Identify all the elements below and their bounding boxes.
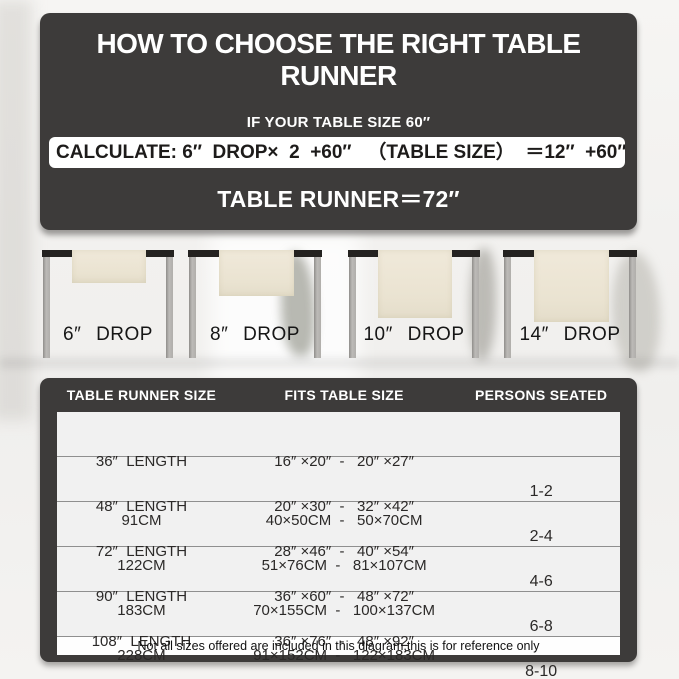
column-header-persons: PERSONS SEATED <box>475 387 608 403</box>
fits-size-cell: 16″ ×20″ - 20″ ×27″ 40×50CM - 50×70CM <box>265 452 423 529</box>
runner-size-cell: 72″ LENGTH 183CM <box>95 542 188 619</box>
calculation-formula: CALCULATE: 6″ DROP× 2 +60″ （TABLE SIZE） … <box>49 137 625 168</box>
table-figure-14in: 14″ DROP <box>503 250 637 362</box>
drop-label: 10″ DROP <box>363 324 465 345</box>
table-leg <box>166 257 173 358</box>
drop-diagram: 6″ DROP 8″ DROP 10″ DROP 14″ DROP <box>0 250 679 362</box>
table-leg <box>629 257 636 358</box>
size-table-body: 36″ LENGTH 91CM 16″ ×20″ - 20″ ×27″ 40×5… <box>57 412 620 679</box>
fits-size-cell: 28″ ×46″ - 40″ ×54″ 70×155CM - 100×137CM <box>253 542 435 619</box>
calculation-result: TABLE RUNNER＝72″ <box>217 186 460 212</box>
persons-cell: 4-6 <box>529 572 553 590</box>
persons-cell: 6-8 <box>529 617 553 635</box>
table-runner <box>218 250 294 296</box>
header-panel: HOW TO CHOOSE THE RIGHT TABLE RUNNER IF … <box>40 13 637 230</box>
table-row: 72″ LENGTH 183CM 28″ ×46″ - 40″ ×54″ 70×… <box>57 502 620 619</box>
table-leg <box>504 257 511 358</box>
drop-label: 14″ DROP <box>519 324 621 345</box>
runner-size-cell: 48″ LENGTH 122CM <box>95 497 188 574</box>
background-plant <box>612 252 660 372</box>
persons-cell: 1-2 <box>529 482 553 500</box>
size-table-panel: TABLE RUNNER SIZE FITS TABLE SIZE PERSON… <box>40 378 637 679</box>
persons-cell: 2-4 <box>529 527 553 545</box>
table-figure-6in: 6″ DROP <box>42 250 174 362</box>
background-floor-shadow <box>0 358 679 368</box>
table-leg <box>349 257 356 358</box>
table-leg <box>314 257 321 358</box>
drop-label: 8″ DROP <box>210 324 300 345</box>
table-row: 48″ LENGTH 122CM 20″ ×30″ - 32″ ×42″ 51×… <box>57 457 620 574</box>
subtitle-line-1: IF YOUR TABLE SIZE 60″ <box>246 114 431 131</box>
table-figure-10in: 10″ DROP <box>348 250 480 362</box>
persons-cell: 8-10 <box>525 662 558 679</box>
table-runner <box>533 250 609 322</box>
size-table-header: TABLE RUNNER SIZE FITS TABLE SIZE PERSON… <box>57 378 620 412</box>
page-title: HOW TO CHOOSE THE RIGHT TABLE RUNNER <box>96 28 581 91</box>
table-leg <box>472 257 479 358</box>
fits-size-cell: 20″ ×30″ - 32″ ×42″ 51×76CM - 81×107CM <box>261 497 427 574</box>
table-leg <box>43 257 50 358</box>
table-row: 36″ LENGTH 91CM 16″ ×20″ - 20″ ×27″ 40×5… <box>57 412 620 529</box>
table-leg <box>189 257 196 358</box>
background-doorframe <box>0 0 32 420</box>
column-header-fits-table: FITS TABLE SIZE <box>284 387 404 403</box>
runner-size-cell: 108″ LENGTH 274CM <box>57 592 226 679</box>
runner-size-cell: 36″ LENGTH 91CM <box>95 452 188 529</box>
drop-label: 6″ DROP <box>63 324 153 345</box>
table-runner <box>72 250 147 283</box>
fits-size-cell: 36″ ×76″ - 48″ ×92″ 91×193CM - 122×234CM <box>226 592 462 679</box>
column-header-runner-size: TABLE RUNNER SIZE <box>66 387 217 403</box>
table-runner <box>378 250 453 318</box>
table-footnote: Not all sizes offered are included in th… <box>57 637 620 655</box>
table-figure-8in: 8″ DROP <box>188 250 322 362</box>
